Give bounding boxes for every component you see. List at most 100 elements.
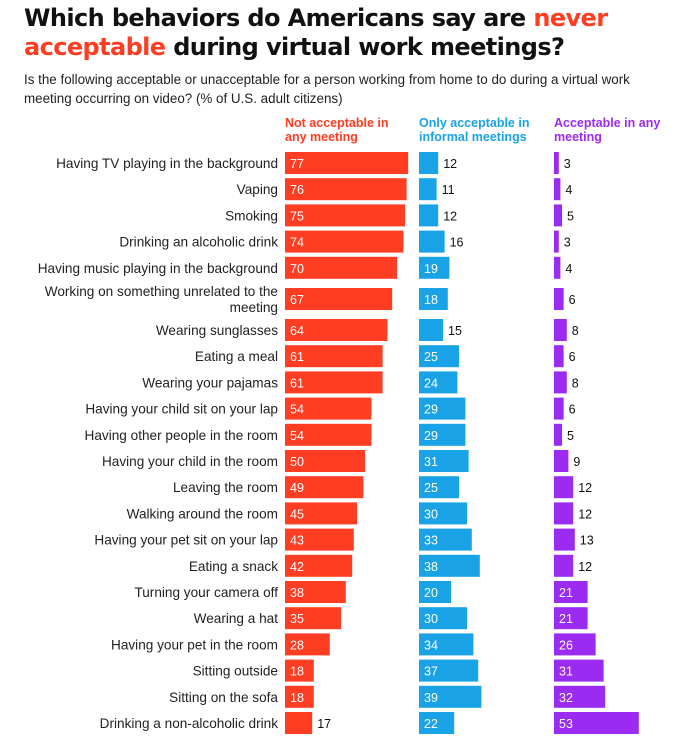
category-label-drinking-an-alcoholic-drink: Drinking an alcoholic drink — [119, 235, 278, 250]
value-label-not-acceptable-drinking-an-alcoholic-drink: 74 — [290, 236, 304, 250]
bar-acceptable-smoking — [554, 204, 562, 227]
bar-acceptable-drinking-a-non-alcoholic-drink — [554, 712, 639, 734]
title-highlight-never: never — [533, 4, 608, 32]
category-label-having-your-child-in-the-room: Having your child in the room — [102, 454, 278, 469]
value-label-not-acceptable-having-your-child-in-the-room: 50 — [290, 455, 304, 469]
value-label-informal-sitting-on-the-sofa: 39 — [424, 691, 438, 705]
bar-not-acceptable-turning-your-camera-off — [285, 581, 346, 603]
title-part-2: during virtual work meetings? — [165, 33, 565, 61]
bar-not-acceptable-having-your-child-sit-on-your-lap — [285, 397, 372, 420]
bar-acceptable-wearing-sunglasses — [554, 319, 567, 341]
value-label-informal-eating-a-snack: 38 — [424, 560, 438, 574]
value-label-informal-having-other-people-in-the-room: 29 — [424, 429, 438, 443]
value-label-informal-wearing-a-hat: 30 — [424, 612, 438, 626]
value-label-not-acceptable-having-your-pet-in-the-room: 28 — [290, 638, 304, 652]
category-label-wearing-a-hat: Wearing a hat — [194, 611, 279, 626]
chart-title: Which behaviors do Americans say are nev… — [24, 4, 674, 62]
value-label-acceptable-having-your-pet-sit-on-your-lap: 13 — [580, 534, 594, 548]
bar-informal-walking-around-the-room — [419, 502, 467, 525]
bar-informal-leaving-the-room — [419, 476, 459, 499]
bar-informal-having-your-pet-sit-on-your-lap — [419, 528, 472, 551]
category-label-wearing-your-pajamas: Wearing your pajamas — [142, 375, 278, 390]
category-label-eating-a-meal: Eating a meal — [195, 349, 278, 364]
category-label-having-your-pet-in-the-room: Having your pet in the room — [111, 637, 278, 652]
category-label-sitting-outside: Sitting outside — [193, 664, 278, 679]
value-label-not-acceptable-turning-your-camera-off: 38 — [290, 586, 304, 600]
value-label-not-acceptable-having-other-people-in-the-room: 54 — [290, 429, 304, 443]
bar-not-acceptable-wearing-a-hat — [285, 607, 341, 630]
bar-informal-wearing-your-pajamas — [419, 371, 458, 394]
value-label-acceptable-having-your-pet-in-the-room: 26 — [559, 638, 573, 652]
title-highlight-acceptable: acceptable — [24, 33, 166, 61]
category-label-sitting-on-the-sofa: Sitting on the sofa — [169, 690, 278, 705]
category-label-eating-a-snack: Eating a snack — [189, 559, 278, 574]
bar-informal-drinking-a-non-alcoholic-drink — [419, 712, 455, 734]
bar-informal-eating-a-meal — [419, 345, 459, 368]
value-label-not-acceptable-wearing-sunglasses: 64 — [290, 324, 304, 338]
value-label-informal-having-your-child-in-the-room: 31 — [424, 455, 438, 469]
bar-informal-wearing-sunglasses — [419, 319, 443, 341]
bar-acceptable-having-your-child-sit-on-your-lap — [554, 397, 564, 420]
chart-subtitle: Is the following acceptable or unaccepta… — [24, 72, 630, 106]
bar-not-acceptable-wearing-your-pajamas — [285, 371, 383, 394]
bar-acceptable-drinking-an-alcoholic-drink — [554, 230, 559, 253]
category-label-having-other-people-in-the-room: Having other people in the room — [85, 428, 278, 443]
bar-acceptable-eating-a-meal — [554, 345, 564, 368]
bar-not-acceptable-having-music-playing-in-the-background — [285, 256, 397, 279]
category-label-having-tv-playing-in-the-background: Having TV playing in the background — [56, 156, 278, 171]
value-label-not-acceptable-sitting-outside: 18 — [290, 665, 304, 679]
value-label-not-acceptable-vaping: 76 — [290, 183, 304, 197]
bar-acceptable-having-tv-playing-in-the-background — [554, 152, 559, 174]
column-header-informal: Only acceptable in informal meetings — [419, 116, 530, 144]
value-label-acceptable-wearing-your-pajamas: 8 — [572, 376, 579, 390]
bar-not-acceptable-drinking-a-non-alcoholic-drink — [285, 712, 313, 734]
value-label-informal-leaving-the-room: 25 — [424, 481, 438, 495]
bar-acceptable-vaping — [554, 178, 561, 201]
value-label-acceptable-leaving-the-room: 12 — [578, 481, 592, 495]
bar-not-acceptable-working-on-something-unrelated-to-the-meeting — [285, 288, 393, 310]
value-label-acceptable-having-tv-playing-in-the-background: 3 — [564, 157, 571, 171]
category-label-turning-your-camera-off: Turning your camera off — [134, 585, 278, 600]
value-label-acceptable-wearing-sunglasses: 8 — [572, 324, 579, 338]
value-label-not-acceptable-having-music-playing-in-the-background: 70 — [290, 262, 304, 276]
bar-informal-eating-a-snack — [419, 554, 480, 577]
column-header-not-acceptable: Not acceptable in any meeting — [285, 116, 389, 144]
value-label-informal-vaping: 11 — [442, 183, 455, 197]
category-label-drinking-a-non-alcoholic-drink: Drinking a non-alcoholic drink — [100, 716, 279, 731]
value-label-acceptable-having-your-child-sit-on-your-lap: 6 — [569, 403, 576, 417]
bar-not-acceptable-drinking-an-alcoholic-drink — [285, 230, 404, 253]
value-label-informal-sitting-outside: 37 — [424, 665, 438, 679]
bar-acceptable-turning-your-camera-off — [554, 581, 588, 603]
bar-acceptable-sitting-on-the-sofa — [554, 685, 606, 708]
bar-informal-smoking — [419, 204, 439, 227]
value-label-acceptable-working-on-something-unrelated-to-the-meeting: 6 — [569, 293, 576, 307]
bar-not-acceptable-sitting-outside — [285, 659, 314, 682]
bar-not-acceptable-having-your-child-in-the-room — [285, 450, 365, 472]
bar-informal-working-on-something-unrelated-to-the-meeting — [419, 288, 448, 310]
value-label-acceptable-vaping: 4 — [565, 183, 572, 197]
bar-not-acceptable-sitting-on-the-sofa — [285, 685, 314, 708]
bar-not-acceptable-vaping — [285, 178, 407, 201]
bar-not-acceptable-leaving-the-room — [285, 476, 364, 499]
bar-acceptable-wearing-your-pajamas — [554, 371, 567, 394]
title-part-1: Which behaviors do Americans say are — [24, 4, 534, 32]
value-label-informal-turning-your-camera-off: 20 — [424, 586, 438, 600]
bar-informal-vaping — [419, 178, 437, 201]
bar-informal-wearing-a-hat — [419, 607, 467, 630]
value-label-not-acceptable-working-on-something-unrelated-to-the-meeting: 67 — [290, 293, 304, 307]
bar-not-acceptable-eating-a-meal — [285, 345, 383, 368]
value-label-not-acceptable-wearing-a-hat: 35 — [290, 612, 304, 626]
value-label-acceptable-walking-around-the-room: 12 — [578, 507, 592, 521]
bar-acceptable-having-music-playing-in-the-background — [554, 256, 561, 279]
bar-acceptable-having-your-child-in-the-room — [554, 450, 569, 472]
value-label-informal-having-your-child-sit-on-your-lap: 29 — [424, 403, 438, 417]
value-label-acceptable-drinking-an-alcoholic-drink: 3 — [564, 236, 571, 250]
bar-acceptable-eating-a-snack — [554, 554, 574, 577]
bar-not-acceptable-having-tv-playing-in-the-background — [285, 152, 409, 174]
bar-acceptable-walking-around-the-room — [554, 502, 574, 525]
category-label-having-music-playing-in-the-background: Having music playing in the background — [38, 261, 278, 276]
value-label-not-acceptable-smoking: 75 — [290, 209, 304, 223]
category-label-working-on-something-unrelated-to-the-meeting: Working on something unrelated to the mee… — [45, 284, 278, 315]
value-label-informal-having-your-pet-in-the-room: 34 — [424, 638, 438, 652]
